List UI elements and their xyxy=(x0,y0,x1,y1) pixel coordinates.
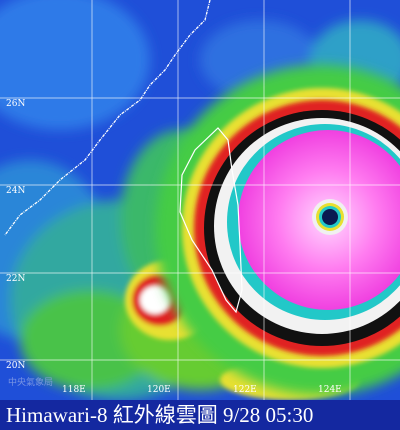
typhoon xyxy=(155,65,400,395)
caption-bar xyxy=(0,400,400,430)
lat-label: 20N xyxy=(6,361,25,371)
lon-label: 122E xyxy=(233,385,257,395)
lon-label: 120E xyxy=(147,385,171,395)
lon-label: 118E xyxy=(62,385,86,395)
lat-label: 24N xyxy=(6,186,25,196)
lat-label: 26N xyxy=(6,99,25,109)
taiwan-outline xyxy=(179,127,243,314)
watermark: 中央氣象局 xyxy=(8,376,53,388)
lon-label: 124E xyxy=(318,385,342,395)
lat-label: 22N xyxy=(6,274,25,284)
coastline xyxy=(4,0,211,236)
graticule xyxy=(0,0,400,400)
caption: Himawari-8 紅外線雲圖 9/28 05:30 xyxy=(6,403,313,427)
